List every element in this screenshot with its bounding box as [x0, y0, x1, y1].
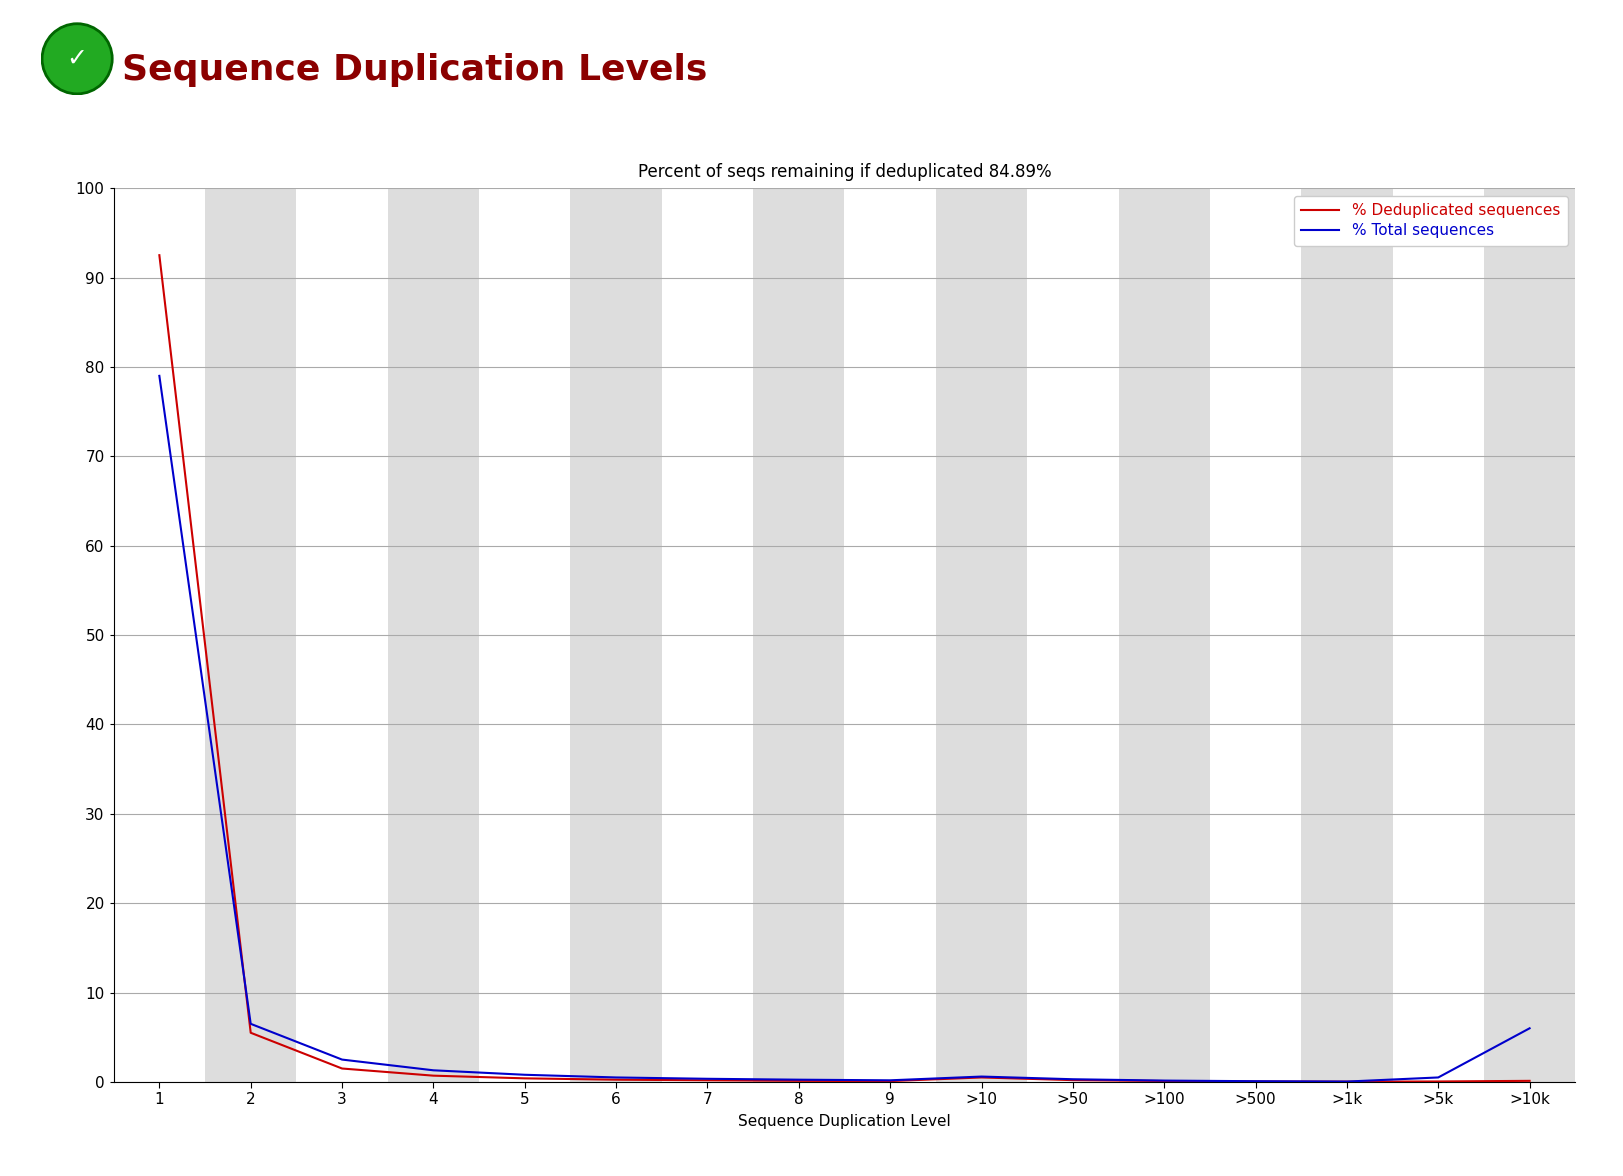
- % Total sequences: [1063, 1073, 1083, 1087]
- Bar: [753, 188, 844, 1082]
- Bar: [1391, 188, 1483, 1082]
- % Deduplicated sequences: [698, 1074, 717, 1088]
- % Deduplicated sequences: [880, 1074, 899, 1088]
- % Total sequences: [514, 1068, 534, 1082]
- % Deduplicated sequences: [1336, 1075, 1355, 1089]
- % Deduplicated sequences: [605, 1073, 625, 1087]
- % Total sequences: [1245, 1074, 1264, 1088]
- Line: % Total sequences: % Total sequences: [159, 376, 1529, 1082]
- Bar: [570, 188, 662, 1082]
- X-axis label: Sequence Duplication Level: Sequence Duplication Level: [737, 1115, 951, 1129]
- % Deduplicated sequences: [1519, 1074, 1539, 1088]
- % Total sequences: [1428, 1070, 1448, 1084]
- % Total sequences: [789, 1073, 808, 1087]
- Bar: [204, 188, 295, 1082]
- Circle shape: [42, 24, 112, 94]
- Bar: [1209, 188, 1300, 1082]
- Bar: [935, 188, 1027, 1082]
- % Total sequences: [1519, 1021, 1539, 1035]
- % Total sequences: [1336, 1075, 1355, 1089]
- % Deduplicated sequences: [333, 1062, 352, 1076]
- % Total sequences: [880, 1074, 899, 1088]
- Text: Sequence Duplication Levels: Sequence Duplication Levels: [122, 53, 706, 87]
- % Total sequences: [424, 1063, 443, 1077]
- % Deduplicated sequences: [1154, 1074, 1173, 1088]
- Bar: [479, 188, 570, 1082]
- % Total sequences: [605, 1070, 625, 1084]
- Title: Percent of seqs remaining if deduplicated 84.89%: Percent of seqs remaining if deduplicate…: [638, 163, 1050, 181]
- % Deduplicated sequences: [424, 1069, 443, 1083]
- Bar: [1300, 188, 1391, 1082]
- % Total sequences: [1154, 1074, 1173, 1088]
- % Total sequences: [698, 1071, 717, 1085]
- % Total sequences: [240, 1017, 260, 1031]
- % Total sequences: [971, 1069, 990, 1083]
- Bar: [844, 188, 935, 1082]
- Bar: [1118, 188, 1209, 1082]
- % Deduplicated sequences: [514, 1071, 534, 1085]
- Bar: [662, 188, 753, 1082]
- Bar: [1027, 188, 1118, 1082]
- Bar: [114, 188, 204, 1082]
- % Deduplicated sequences: [971, 1070, 990, 1084]
- % Deduplicated sequences: [240, 1025, 260, 1040]
- % Deduplicated sequences: [1428, 1075, 1448, 1089]
- % Deduplicated sequences: [1063, 1073, 1083, 1087]
- Bar: [388, 188, 479, 1082]
- Bar: [297, 188, 388, 1082]
- Text: ✓: ✓: [67, 47, 88, 71]
- % Deduplicated sequences: [149, 248, 169, 262]
- Legend: % Deduplicated sequences, % Total sequences: % Deduplicated sequences, % Total sequen…: [1294, 195, 1566, 246]
- % Total sequences: [333, 1053, 352, 1067]
- % Total sequences: [149, 369, 169, 383]
- % Deduplicated sequences: [789, 1074, 808, 1088]
- Line: % Deduplicated sequences: % Deduplicated sequences: [159, 255, 1529, 1082]
- % Deduplicated sequences: [1245, 1075, 1264, 1089]
- Bar: [1483, 188, 1574, 1082]
